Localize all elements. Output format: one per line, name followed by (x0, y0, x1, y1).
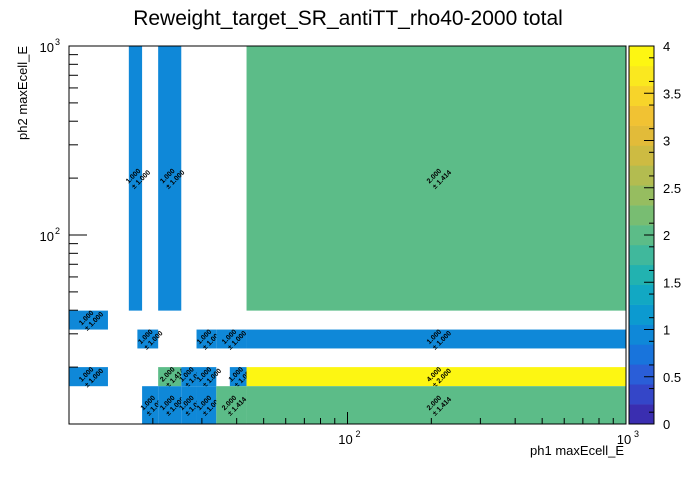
color-scale-bar: 0 0.5 1 1.5 2 2.5 3 3.5 4 (628, 39, 681, 432)
y-tick-label: 10 (40, 40, 54, 55)
y-tick-exponent: 2 (55, 226, 60, 236)
y-axis-label: ph2 maxEcell_E (15, 46, 30, 140)
heatmap-cell (246, 386, 627, 424)
colorbar-swatch (629, 185, 654, 206)
heatmap-cell (196, 329, 217, 349)
heatmap-cell (128, 46, 143, 311)
heatmap-cells: 1.000± 1.000 1.000± 1.000 2.000± 1.4141.00… (69, 46, 627, 424)
heatmap-cell (216, 386, 247, 424)
colorbar-swatch (629, 244, 654, 266)
colorbar-swatch (629, 65, 654, 87)
heatmap-cell (158, 386, 182, 424)
colorbar-tick-label: 3 (663, 134, 670, 149)
heatmap-cell (137, 329, 159, 349)
y-tick-exponent: 3 (55, 37, 60, 47)
x-tick-label: 10 (617, 432, 631, 447)
colorbar-swatch (629, 304, 654, 325)
x-tick-exponent: 3 (634, 429, 639, 439)
heatmap-cell (229, 367, 247, 387)
colorbar-swatch (629, 384, 654, 405)
x-tick-label: 10 (338, 432, 352, 447)
y-tick-label: 10 (40, 229, 54, 244)
colorbar-swatch (629, 284, 654, 305)
colorbar-tick-label: 0.5 (663, 370, 681, 385)
colorbar-swatch (629, 364, 654, 385)
heatmap-cell (246, 46, 627, 311)
heatmap-cell (158, 367, 182, 387)
colorbar-swatch (629, 264, 654, 286)
colorbar-swatch (629, 404, 654, 425)
heatmap-cell (69, 310, 108, 330)
colorbar-swatch (629, 225, 654, 246)
colorbar-swatch (629, 165, 654, 186)
x-axis-label: ph1 maxEcell_E (530, 443, 624, 458)
colorbar-swatch (629, 145, 654, 166)
colorbar-tick-label: 2 (663, 228, 670, 243)
colorbar-tick-label: 3.5 (663, 86, 681, 101)
colorbar-tick-label: 1 (663, 323, 670, 338)
colorbar-swatch (629, 46, 654, 67)
colorbar-swatch (629, 85, 654, 106)
x-axis: 10 2 10 3 (68, 412, 639, 447)
colorbar-tick-label: 4 (663, 39, 670, 54)
heatmap-cell (246, 367, 627, 387)
heatmap-cell (158, 46, 182, 311)
heatmap-cell (196, 386, 217, 424)
colorbar-swatch (629, 105, 654, 126)
chart-title: Reweight_target_SR_antiTT_rho40-2000 tot… (133, 7, 563, 30)
heatmap-cell (142, 386, 159, 424)
heatmap-cell (216, 329, 247, 349)
heatmap-cell (196, 367, 217, 387)
heatmap-cell (181, 367, 197, 387)
colorbar-tick-label: 0 (663, 417, 670, 432)
colorbar-tick-label: 1.5 (663, 275, 681, 290)
x-tick-exponent: 2 (356, 429, 361, 439)
heatmap-cell (181, 386, 197, 424)
colorbar-tick-label: 2.5 (663, 181, 681, 196)
colorbar-swatch (629, 205, 654, 226)
heatmap-cell (69, 367, 108, 387)
colorbar-swatch (629, 344, 654, 365)
heatmap-cell (246, 329, 627, 349)
